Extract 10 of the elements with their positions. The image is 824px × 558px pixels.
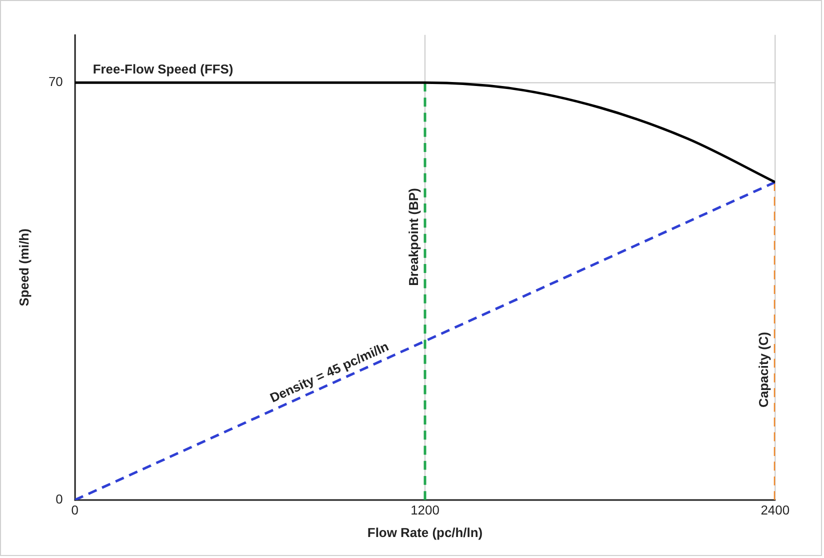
text: Capacity (C) [756, 332, 772, 408]
series-label: Free-Flow Speed (FFS) [92, 62, 234, 77]
x-tick-label: 1200 [410, 502, 440, 518]
text: Breakpoint (BP) [406, 188, 422, 286]
x-tick-label: 2400 [760, 502, 790, 518]
line-series [74, 81, 776, 184]
x-axis-title: Flow Rate (pc/h/ln) [367, 524, 483, 540]
y-tick-label: 70 [48, 74, 63, 90]
y-axis-title: Speed (mi/h) [16, 228, 32, 306]
x-tick-label: 0 [71, 502, 78, 518]
